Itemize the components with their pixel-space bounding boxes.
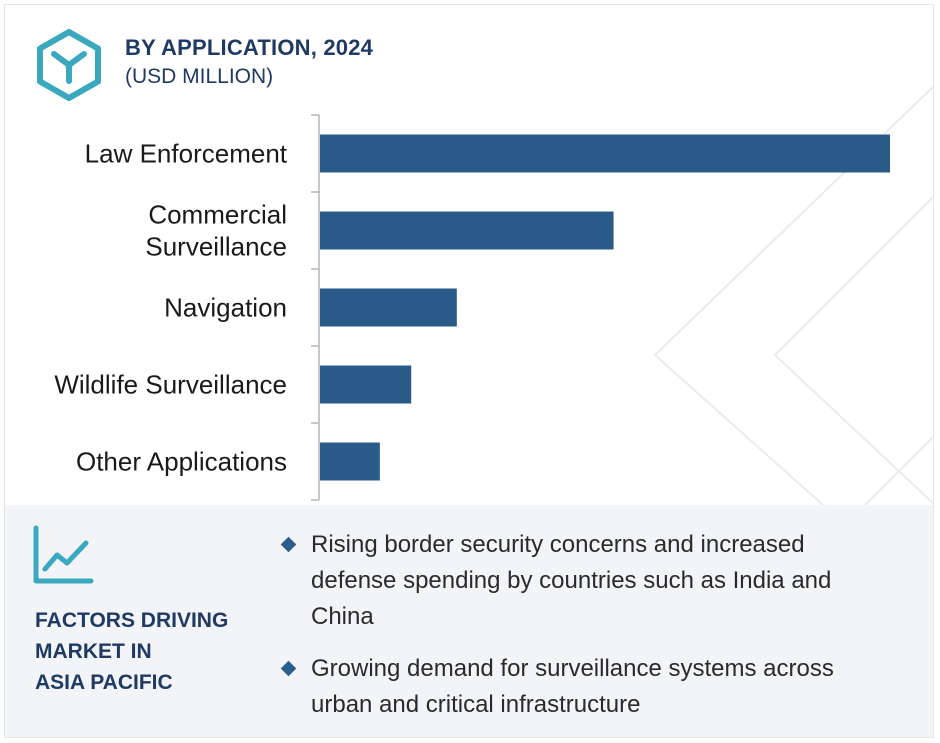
factors-title-line: FACTORS DRIVING	[35, 609, 229, 632]
factor-text-line: defense spending by countries such as In…	[311, 567, 832, 594]
factors-title-line: ASIA PACIFIC	[35, 671, 173, 694]
factor-item: Growing demand for surveillance systems …	[280, 651, 903, 723]
factor-text-line: urban and critical infrastructure	[311, 691, 641, 718]
category-label: Wildlife Surveillance	[54, 370, 287, 400]
bar	[320, 211, 614, 250]
factor-text: Rising border security concerns and incr…	[311, 527, 903, 635]
bar	[320, 134, 890, 173]
category-label-line: Other Applications	[76, 447, 287, 477]
factor-text-line: Growing demand for surveillance systems …	[311, 655, 834, 682]
category-label: Law Enforcement	[85, 139, 288, 169]
line-chart-trend-icon	[33, 525, 94, 584]
category-label: Navigation	[164, 293, 287, 323]
factors-panel: FACTORS DRIVING MARKET IN ASIA PACIFIC R…	[5, 505, 933, 737]
bar	[320, 288, 457, 327]
category-label: Commercial Surveillance	[145, 200, 287, 262]
category-label-line: Surveillance	[145, 232, 287, 262]
factors-title: FACTORS DRIVING MARKET IN ASIA PACIFIC	[35, 605, 265, 698]
factor-item: Rising border security concerns and incr…	[280, 527, 903, 635]
infographic-card: BY APPLICATION, 2024 (USD MILLION) Law E…	[4, 4, 934, 738]
hexagon-y-logo-icon	[37, 29, 101, 101]
chart-title: BY APPLICATION, 2024	[125, 35, 374, 60]
bar	[320, 442, 380, 481]
factors-title-line: MARKET IN	[35, 640, 152, 663]
diamond-bullet-icon	[280, 660, 297, 677]
bar-chart: Law Enforcement Commercial Surveillance Nav…	[54, 114, 890, 501]
factor-text-line: China	[311, 603, 374, 630]
category-label-line: Wildlife Surveillance	[54, 370, 287, 400]
factor-text: Growing demand for surveillance systems …	[311, 651, 903, 723]
factor-text-line: Rising border security concerns and incr…	[311, 531, 805, 558]
category-label: Other Applications	[76, 447, 287, 477]
diamond-bullet-icon	[280, 536, 297, 553]
category-label-line: Commercial	[148, 200, 287, 230]
category-label-line: Law Enforcement	[85, 139, 288, 169]
chart-subtitle: (USD MILLION)	[125, 65, 274, 88]
category-label-line: Navigation	[164, 293, 287, 323]
bar	[320, 365, 412, 404]
